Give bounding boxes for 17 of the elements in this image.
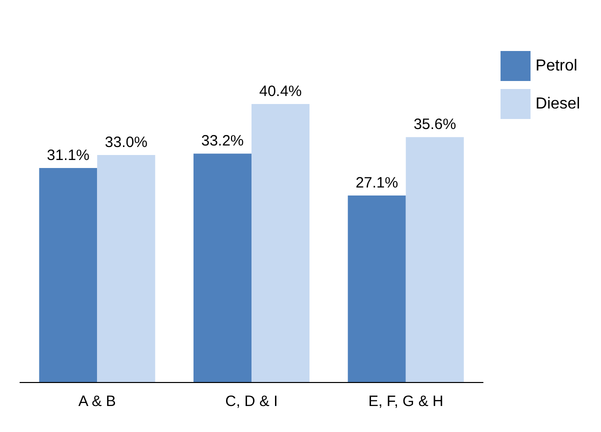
legend-label: Diesel <box>536 96 580 112</box>
bar <box>97 154 156 382</box>
x-tick-label: E, F, G & H <box>368 393 444 410</box>
x-tick-label: C, D & I <box>225 393 278 410</box>
data-label: 33.0% <box>104 134 148 151</box>
data-label: 33.2% <box>201 132 244 150</box>
x-tick-label: A & B <box>78 393 116 410</box>
data-label: 35.6% <box>414 116 456 134</box>
bar <box>194 154 252 382</box>
data-label: 27.1% <box>356 174 398 192</box>
bar <box>39 168 98 382</box>
data-label: 40.4% <box>259 83 302 100</box>
bar <box>406 137 464 382</box>
data-label: 31.1% <box>46 147 90 164</box>
legend-label: Petrol <box>536 58 578 74</box>
bar <box>348 196 406 382</box>
bar <box>252 104 310 382</box>
